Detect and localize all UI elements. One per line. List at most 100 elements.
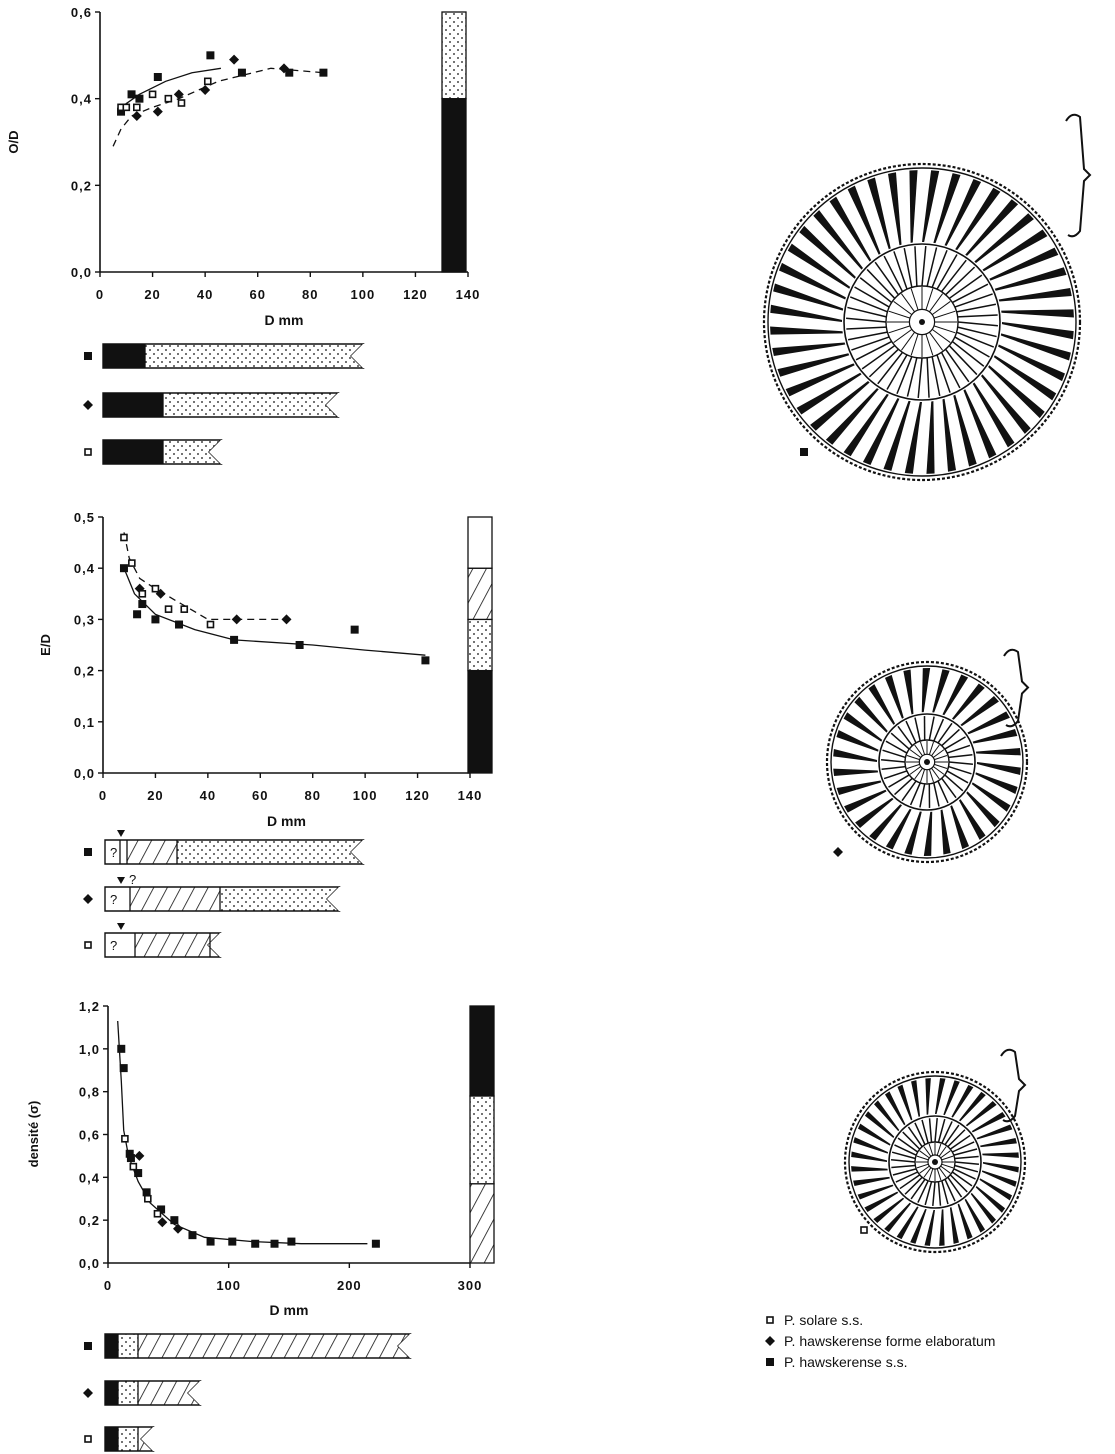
data-point-diamond — [173, 89, 184, 100]
ammonite-rib — [958, 799, 986, 840]
ammonite-inner-rib — [917, 357, 923, 398]
data-point-open-square — [120, 533, 128, 542]
x-tick-label: 40 — [197, 287, 213, 302]
y-tick-label: 0,0 — [71, 265, 92, 280]
ammonite-inner-rib — [937, 780, 949, 804]
x-tick-label: 100 — [216, 1278, 241, 1293]
ammonite-core-rib — [932, 749, 945, 758]
ammonite-inner-rib — [947, 1129, 966, 1148]
ammonite-rib — [942, 398, 957, 472]
ammonite-core-rib — [901, 293, 915, 313]
legend-label: P. hawskerense s.s. — [784, 1354, 907, 1370]
data-point-open-square — [129, 1162, 138, 1171]
ammonite-rib — [965, 199, 1019, 256]
ammonite-inner-rib — [948, 761, 974, 766]
ammonite-core-rib — [910, 333, 919, 356]
ammonite-rib — [965, 1101, 997, 1127]
x-tick-label: 80 — [302, 287, 318, 302]
range-segment-white — [105, 840, 120, 864]
data-point-filled-square — [135, 94, 144, 103]
range-segment-stipple — [220, 887, 339, 911]
row-marker-filled-square — [84, 848, 92, 856]
data-point-filled-square — [127, 90, 136, 99]
ammonite-inner-rib — [951, 283, 989, 304]
data-point-open-square — [164, 605, 173, 613]
ammonite-inner-rib — [895, 1171, 918, 1183]
ammonite-rib — [943, 1080, 960, 1116]
ammonite-inner-rib — [888, 774, 910, 788]
aperture-bracket — [1065, 113, 1092, 238]
column-segment-black — [441, 98, 467, 273]
data-point-open-square — [128, 559, 136, 567]
ammonite-inner-rib — [948, 765, 972, 775]
ammonite-inner-rib — [902, 1131, 921, 1150]
data-point-open-square — [151, 584, 160, 593]
ammonite-1 — [762, 113, 1092, 482]
ammonite-core-rib — [931, 744, 940, 757]
ammonite-2 — [825, 648, 1030, 864]
y-tick-label: 0,2 — [71, 178, 92, 193]
data-point-diamond — [200, 85, 211, 95]
ammonite-inner-rib — [931, 249, 948, 288]
aperture-bracket — [1003, 648, 1030, 728]
ammonite-inner-rib — [926, 357, 930, 398]
ammonite-center — [932, 1159, 938, 1165]
ammonite-rib — [998, 344, 1066, 382]
ammonite-rib — [857, 1184, 894, 1200]
range-segment-black — [103, 393, 163, 417]
ammonite-inner-rib — [901, 780, 917, 802]
ammonite-inner-rib — [917, 1180, 929, 1203]
ammonite-core-rib — [893, 301, 913, 315]
y-axis-label: O/D — [6, 130, 21, 153]
data-point-filled-square — [251, 1239, 260, 1248]
ammonite-rib — [903, 669, 914, 715]
range-bar-notch — [326, 393, 342, 417]
ammonite-rib — [844, 789, 887, 813]
ammonite-inner-rib — [846, 317, 887, 323]
ammonite-rib — [1000, 333, 1071, 361]
x-tick-label: 120 — [405, 788, 430, 803]
range-segment-black — [105, 1334, 118, 1358]
row-marker-open-square — [84, 941, 92, 949]
ammonite-core-rib — [932, 766, 945, 775]
data-point-open-square — [133, 103, 141, 112]
ammonite-core-rib — [928, 1168, 934, 1181]
ammonite-inner-rib — [874, 261, 900, 296]
ammonite-inner-rib — [937, 1118, 946, 1143]
ammonite-inner-rib — [937, 1181, 942, 1206]
ammonite-center — [924, 759, 930, 765]
ammonite-inner-rib — [892, 1168, 917, 1176]
species-legend: P. solare s.s. P. hawskerense forme elabo… — [765, 1312, 995, 1370]
ammonite-core-rib — [931, 301, 951, 315]
ammonite-rib — [979, 1178, 1013, 1201]
ammonite-rib — [953, 394, 977, 467]
stratigraphic-column — [467, 516, 493, 774]
y-tick-label: 0,4 — [79, 1170, 100, 1185]
range-segment-white — [120, 840, 127, 864]
ammonite-rib — [909, 170, 918, 243]
data-point-filled-square — [138, 600, 147, 609]
ammonite-core-rib — [923, 1146, 932, 1157]
ammonite-inner-rib — [907, 1126, 923, 1148]
ammonite-inner-rib — [897, 725, 913, 747]
ammonite-inner-rib — [948, 274, 983, 300]
ammonite-inner-rib — [957, 314, 998, 318]
column-segment-white — [467, 516, 493, 569]
ammonite-rib — [829, 196, 872, 262]
ammonite-core-rib — [916, 1163, 929, 1169]
data-point-filled-square — [119, 564, 128, 573]
ammonite-core-rib — [931, 767, 940, 780]
ammonite-rib — [922, 170, 940, 243]
range-bars-densite — [83, 1333, 414, 1452]
x-axis-label: D mm — [270, 1302, 309, 1318]
ammonite-rib — [799, 225, 856, 279]
x-tick-label: 300 — [458, 1278, 483, 1293]
ammonite-core-rib — [928, 769, 934, 783]
ammonite-core-rib — [936, 1143, 942, 1156]
range-bar-notch — [208, 933, 224, 957]
data-point-filled-square — [142, 1188, 151, 1197]
ammonite-inner-rib — [914, 717, 921, 742]
ammonite-center — [919, 319, 925, 325]
ammonite-rib — [976, 1124, 1013, 1140]
ammonite-rib — [966, 791, 1000, 828]
